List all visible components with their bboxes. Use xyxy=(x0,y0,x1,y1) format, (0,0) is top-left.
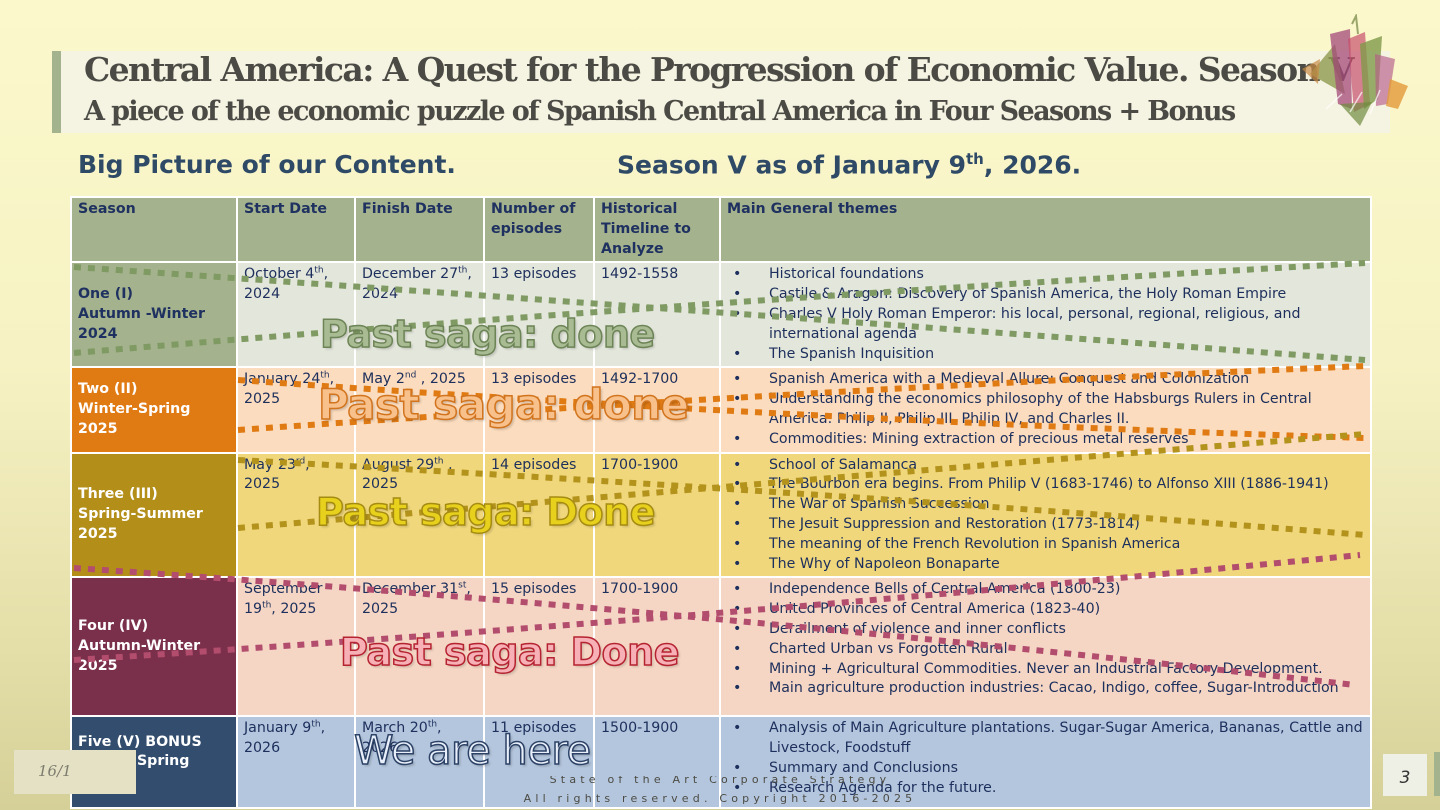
table-row-season-1: One (I) Autumn -Winter 2024 October 4th,… xyxy=(70,261,1372,369)
themes-cell: Spanish America with a Medieval Allure: … xyxy=(719,366,1372,454)
theme-item: The Why of Napoleon Bonaparte xyxy=(727,555,1364,575)
column-header-season: Season xyxy=(70,195,238,264)
episodes-cell: 11 episodes xyxy=(483,715,595,810)
table-row-season-2: Two (II) Winter-Spring 2025 January 24th… xyxy=(70,366,1372,454)
theme-item: Analysis of Main Agriculture plantations… xyxy=(727,719,1364,759)
start-date-cell: January 24th, 2025 xyxy=(236,366,356,454)
footer-copyright: All rights reserved. Copyright 2016-2025 xyxy=(523,792,917,805)
theme-item: School of Salamanca xyxy=(727,456,1364,476)
footer-date: 16/1 xyxy=(38,762,72,780)
theme-item: The meaning of the French Revolution in … xyxy=(727,535,1364,555)
theme-item: Castile & Aragon: Discovery of Spanish A… xyxy=(727,285,1364,305)
themes-cell: Independence Bells of Central America (1… xyxy=(719,576,1372,718)
start-date-cell: May 23rd, 2025 xyxy=(236,451,356,579)
themes-cell: Historical foundations Castile & Aragon:… xyxy=(719,261,1372,369)
slide-title: Central America: A Quest for the Progres… xyxy=(84,50,1354,89)
season-name: Four (IV) xyxy=(78,618,149,635)
start-date-cell: October 4th, 2024 xyxy=(236,261,356,369)
edge-accent-bar xyxy=(1434,752,1440,796)
season-status-heading: Season V as of January 9th, 2026. xyxy=(617,150,1082,180)
season-year: 2025 xyxy=(78,420,118,437)
season-name: Five (V) BONUS xyxy=(78,733,202,750)
finish-date-cell: December 31st, 2025 xyxy=(354,576,485,718)
season-cell: One (I) Autumn -Winter 2024 xyxy=(70,261,238,369)
theme-item: Charles V Holy Roman Emperor: his local,… xyxy=(727,305,1364,345)
page-number: 3 xyxy=(1383,754,1427,796)
content-heading: Big Picture of our Content. xyxy=(78,150,456,179)
themes-cell: Analysis of Main Agriculture plantations… xyxy=(719,715,1372,810)
season-period: Autumn-Winter xyxy=(78,637,201,654)
season-name: Two (II) xyxy=(78,381,138,398)
theme-item: Historical foundations xyxy=(727,265,1364,285)
seasons-table: Season Start Date Finish Date Number of … xyxy=(70,195,1372,810)
themes-cell: School of Salamanca The Bourbon era begi… xyxy=(719,451,1372,579)
season-name: One (I) xyxy=(78,286,133,303)
timeline-cell: 1700-1900 xyxy=(593,576,721,718)
column-header-timeline: Historical Timeline to Analyze xyxy=(593,195,721,264)
start-date-cell: September 19th, 2025 xyxy=(236,576,356,718)
table-row-season-4: Four (IV) Autumn-Winter 2025 September 1… xyxy=(70,576,1372,718)
season-cell: Two (II) Winter-Spring 2025 xyxy=(70,366,238,454)
theme-item: Mining + Agricultural Commodities. Never… xyxy=(727,660,1364,680)
column-header-episodes: Number of episodes xyxy=(483,195,595,264)
episodes-cell: 15 episodes xyxy=(483,576,595,718)
finish-date-cell: August 29th , 2025 xyxy=(354,451,485,579)
finish-date-cell: December 27th, 2024 xyxy=(354,261,485,369)
theme-item: Research Agenda for the future. xyxy=(727,779,1364,799)
episodes-cell: 14 episodes xyxy=(483,451,595,579)
theme-item: Main agriculture production industries: … xyxy=(727,679,1364,699)
timeline-cell: 1492-1700 xyxy=(593,366,721,454)
timeline-cell: 1500-1900 xyxy=(593,715,721,810)
theme-item: The Spanish Inquisition xyxy=(727,345,1364,365)
episodes-cell: 13 episodes xyxy=(483,261,595,369)
theme-item: Charted Urban vs Forgotten Rural xyxy=(727,640,1364,660)
column-header-start-date: Start Date xyxy=(236,195,356,264)
theme-item: The Bourbon era begins. From Philip V (1… xyxy=(727,475,1364,495)
season-period: Autumn -Winter xyxy=(78,305,206,322)
theme-item: Derailment of violence and inner conflic… xyxy=(727,620,1364,640)
season-name: Three (III) xyxy=(78,486,158,503)
theme-item: The Jesuit Suppression and Restoration (… xyxy=(727,515,1364,535)
finish-date-cell: March 20th, 2026 xyxy=(354,715,485,810)
season-period: Spring-Summer xyxy=(78,506,203,523)
theme-item: Summary and Conclusions xyxy=(727,759,1364,779)
theme-item: Understanding the economics philosophy o… xyxy=(727,390,1364,430)
corn-illustration-icon xyxy=(1302,14,1408,126)
timeline-cell: 1700-1900 xyxy=(593,451,721,579)
finish-date-cell: May 2nd , 2025 xyxy=(354,366,485,454)
timeline-cell: 1492-1558 xyxy=(593,261,721,369)
season-year: 2025 xyxy=(78,657,118,674)
theme-item: Independence Bells of Central America (1… xyxy=(727,580,1364,600)
theme-item: Spanish America with a Medieval Allure: … xyxy=(727,370,1364,390)
footer-date-box: 16/1 xyxy=(14,750,136,794)
start-date-cell: January 9th, 2026 xyxy=(236,715,356,810)
season-period: Winter-Spring xyxy=(78,401,191,418)
table-row-season-3: Three (III) Spring-Summer 2025 May 23rd,… xyxy=(70,451,1372,579)
slide-subtitle: A piece of the economic puzzle of Spanis… xyxy=(84,96,1236,127)
table-header-row: Season Start Date Finish Date Number of … xyxy=(70,195,1372,264)
theme-item: United Provinces of Central America (182… xyxy=(727,600,1364,620)
column-header-finish-date: Finish Date xyxy=(354,195,485,264)
season-year: 2025 xyxy=(78,525,118,542)
column-header-themes: Main General themes xyxy=(719,195,1372,264)
theme-item: Commodities: Mining extraction of precio… xyxy=(727,430,1364,450)
season-year: 2024 xyxy=(78,325,118,342)
theme-item: The War of Spanish Succession xyxy=(727,495,1364,515)
title-band xyxy=(52,51,1390,133)
episodes-cell: 13 episodes xyxy=(483,366,595,454)
season-cell: Four (IV) Autumn-Winter 2025 xyxy=(70,576,238,718)
season-cell: Three (III) Spring-Summer 2025 xyxy=(70,451,238,579)
footer-company: State of the Art Corporate Strategy xyxy=(549,776,891,786)
